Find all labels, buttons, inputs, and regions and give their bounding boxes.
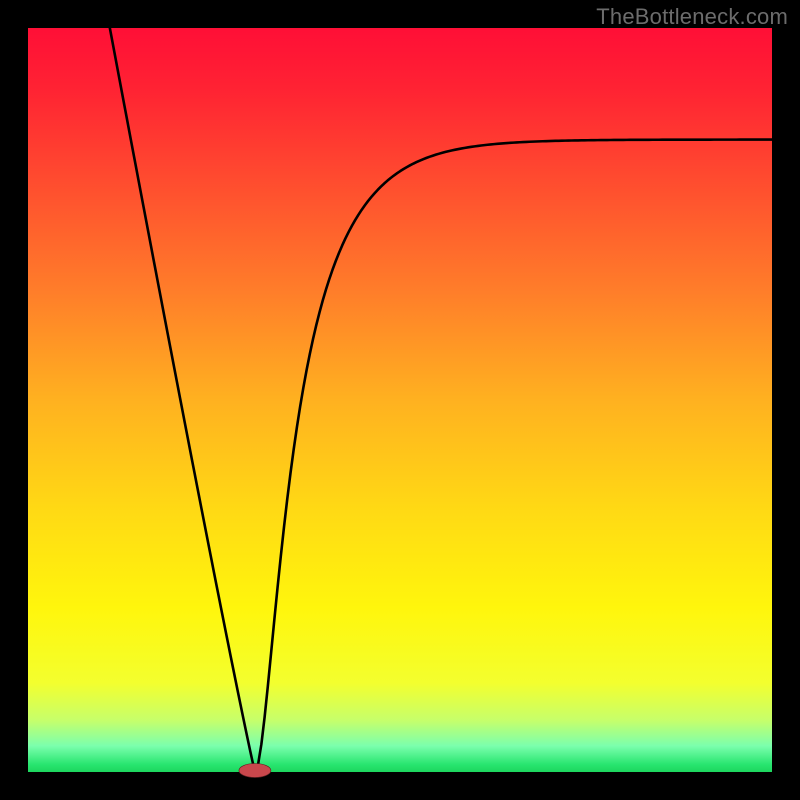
bottleneck-chart — [0, 0, 800, 800]
watermark-text: TheBottleneck.com — [596, 4, 788, 30]
minimum-marker — [239, 764, 271, 778]
chart-container: TheBottleneck.com — [0, 0, 800, 800]
